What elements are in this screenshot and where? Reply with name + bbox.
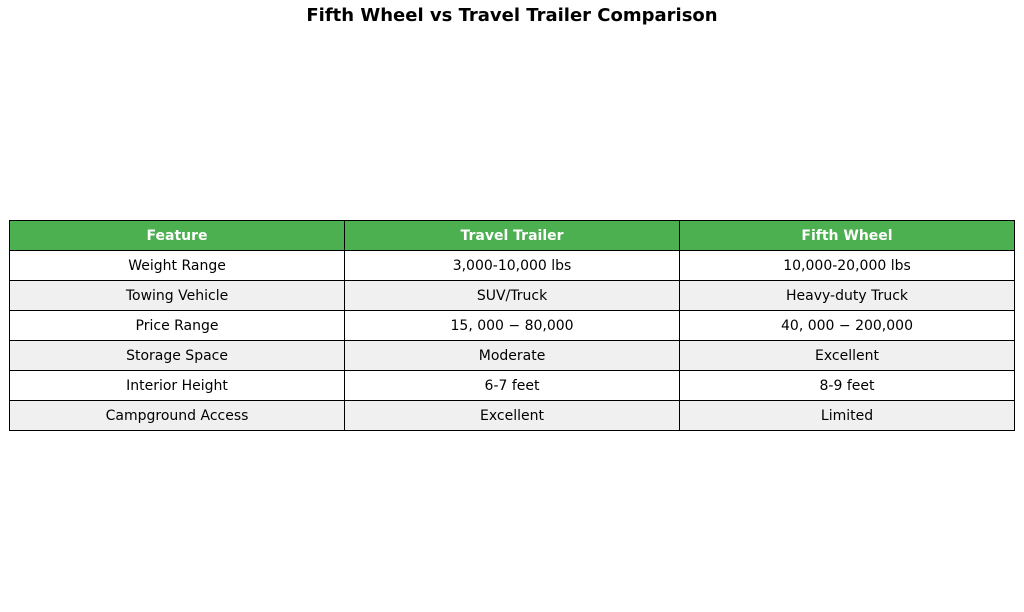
table-cell: Heavy-duty Truck (679, 280, 1015, 311)
table-row: Campground Access Excellent Limited (8, 400, 1015, 431)
table-row: Towing Vehicle SUV/Truck Heavy-duty Truck (8, 280, 1015, 311)
table-cell: Excellent (344, 400, 681, 431)
column-header: Fifth Wheel (679, 220, 1015, 251)
table-cell: Excellent (679, 340, 1015, 371)
table-cell: 40, 000 − 200,000 (679, 310, 1015, 341)
table-cell: Interior Height (8, 370, 346, 401)
table-cell: Towing Vehicle (8, 280, 346, 311)
table-cell: Price Range (8, 310, 346, 341)
table-row: Storage Space Moderate Excellent (8, 340, 1015, 371)
table-cell: 10,000-20,000 lbs (679, 250, 1015, 281)
table-cell: 6-7 feet (344, 370, 681, 401)
table-cell: Limited (679, 400, 1015, 431)
column-header: Feature (8, 220, 346, 251)
table-cell: Moderate (344, 340, 681, 371)
table-cell: Campground Access (8, 400, 346, 431)
header-row: Feature Travel Trailer Fifth Wheel (8, 220, 1015, 251)
table-cell: 15, 000 − 80,000 (344, 310, 681, 341)
column-header: Travel Trailer (344, 220, 681, 251)
table-cell: 3,000-10,000 lbs (344, 250, 681, 281)
table-cell: Storage Space (8, 340, 346, 371)
table-row: Weight Range 3,000-10,000 lbs 10,000-20,00… (8, 250, 1015, 281)
table-cell: Weight Range (8, 250, 346, 281)
table-row: Price Range 15, 000 − 80,000 40, 000 − 200… (8, 310, 1015, 341)
table-cell: 8-9 feet (679, 370, 1015, 401)
table-row: Interior Height 6-7 feet 8-9 feet (8, 370, 1015, 401)
table-cell: SUV/Truck (344, 280, 681, 311)
chart-title: Fifth Wheel vs Travel Trailer Comparison (306, 5, 718, 26)
comparison-table: Feature Travel Trailer Fifth Wheel Weight … (8, 220, 1015, 431)
